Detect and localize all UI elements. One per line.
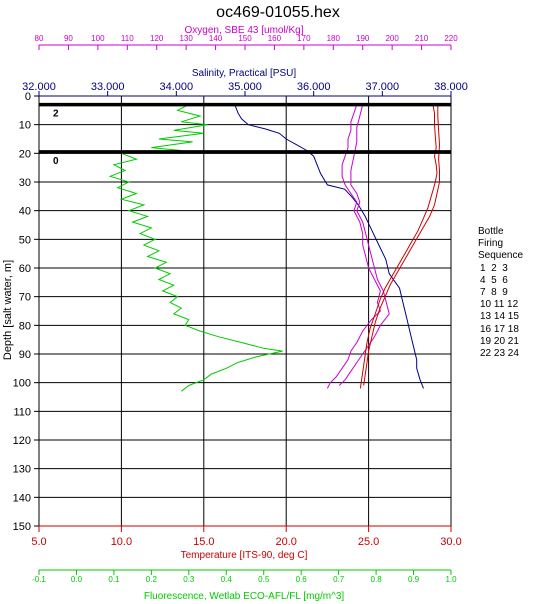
depth-tick-label: 140 [13, 492, 31, 504]
legend-title: Bottle Firing Sequence [478, 226, 523, 263]
oxygen-tick-label: 140 [209, 34, 223, 43]
oxygen-tick-label: 190 [356, 34, 370, 43]
temperature-tick-label: 5.0 [31, 536, 46, 548]
oxygen-profile-line [326, 104, 381, 389]
oxygen-tick-label: 90 [64, 34, 73, 43]
legend-bottle-row: 16 17 18 [480, 323, 519, 335]
oxygen-tick-label: 210 [415, 34, 429, 43]
fluorescence-tick-label: 0.7 [333, 575, 345, 584]
temperature-tick-label: 25.0 [358, 536, 379, 548]
oxygen-tick-label: 110 [121, 34, 134, 43]
oxygen-profile-line [338, 104, 390, 386]
oxygen-tick-label: 200 [385, 34, 399, 43]
temperature-tick-label: 10.0 [111, 536, 132, 548]
depth-tick-label: 50 [19, 234, 31, 246]
oxygen-axis-label: Oxygen, SBE 43 [umol/Kg] [185, 25, 304, 36]
fluorescence-tick-label: 0.8 [371, 575, 383, 584]
oxygen-tick-label: 80 [35, 34, 44, 43]
depth-tick-label: 80 [19, 320, 31, 332]
depth-axis-label: Depth [salt water, m] [2, 260, 14, 360]
depth-tick-label: 70 [19, 292, 31, 304]
depth-tick-label: 150 [13, 521, 31, 533]
temperature-tick-label: 30.0 [440, 536, 461, 548]
legend-title-line: Firing [478, 238, 504, 250]
bottle-firing-marker-label: 0 [53, 156, 59, 167]
fluorescence-tick-label: 0.5 [258, 575, 270, 584]
fluorescence-tick-label: 0.9 [408, 575, 420, 584]
temperature-profile-line [359, 104, 438, 389]
series-layer [108, 104, 441, 392]
oxygen-tick-label: 180 [327, 34, 341, 43]
fluorescence-tick-label: -0.1 [32, 575, 46, 584]
salinity-tick-label: 37.000 [366, 81, 400, 93]
depth-tick-label: 20 [19, 148, 31, 160]
oxygen-tick-label: 100 [91, 34, 105, 43]
fluorescence-tick-label: 1.0 [445, 575, 457, 584]
oxygen-tick-label: 130 [179, 34, 193, 43]
temperature-tick-label: 15.0 [193, 536, 214, 548]
fluorescence-tick-label: 0.4 [221, 575, 233, 584]
legend-bottle-row: 4 5 6 [480, 274, 508, 286]
fluorescence-tick-label: 0.2 [146, 575, 158, 584]
salinity-tick-label: 35.000 [228, 81, 262, 93]
depth-tick-label: 120 [13, 435, 31, 447]
oxygen-tick-label: 220 [444, 34, 458, 43]
depth-tick-label: 30 [19, 177, 31, 189]
legend-bottle-row: 10 11 12 [480, 299, 519, 311]
temperature-tick-label: 20.0 [275, 536, 296, 548]
depth-tick-label: 110 [13, 406, 31, 418]
salinity-tick-label: 34.000 [160, 81, 194, 93]
fluorescence-axis-label: Fluorescence, Wetlab ECO-AFL/FL [mg/m^3] [144, 591, 345, 602]
salinity-tick-label: 32.000 [22, 81, 56, 93]
oxygen-tick-label: 160 [268, 34, 282, 43]
legend-bottle-row: 7 8 9 [480, 287, 508, 299]
legend-bottle-row: 1 2 3 [480, 262, 508, 274]
depth-tick-label: 10 [19, 120, 31, 132]
legend-bottle-row: 22 23 24 [480, 348, 519, 360]
depth-tick-label: 90 [19, 349, 31, 361]
depth-tick-label: 40 [19, 206, 31, 218]
fluorescence-tick-label: 0.0 [71, 575, 83, 584]
salinity-tick-label: 38.000 [434, 81, 468, 93]
oxygen-tick-label: 150 [238, 34, 252, 43]
plot-frame [38, 95, 452, 527]
temperature-profile-line [363, 104, 441, 386]
legend-bottle-row: 13 14 15 [480, 311, 519, 323]
fluorescence-tick-label: 0.6 [296, 575, 308, 584]
temperature-axis-label: Temperature [ITS-90, deg C] [181, 550, 308, 561]
legend-title-line: Bottle [478, 226, 504, 237]
bottle-layer: 20 [39, 102, 451, 167]
legend-title-line: Sequence [478, 250, 524, 262]
depth-tick-label: 60 [19, 263, 31, 275]
oxygen-tick-label: 170 [297, 34, 311, 43]
fluorescence-tick-label: 0.1 [108, 575, 120, 584]
legend-bottle-row: 19 20 21 [480, 335, 519, 347]
depth-tick-label: 130 [13, 464, 31, 476]
chart-title: oc469-01055.hex [216, 4, 340, 21]
grid-layer [38, 95, 452, 527]
fluorescence-tick-label: 0.3 [183, 575, 195, 584]
salinity-profile-line [234, 104, 424, 389]
salinity-tick-label: 33.000 [91, 81, 125, 93]
depth-tick-label: 100 [13, 378, 31, 390]
fluorescence-profile-line [108, 104, 283, 392]
depth-tick-label: 0 [25, 91, 31, 103]
salinity-axis-label: Salinity, Practical [PSU] [192, 68, 297, 79]
oxygen-tick-label: 120 [150, 34, 164, 43]
bottle-firing-marker-label: 2 [53, 109, 59, 120]
salinity-tick-label: 36.000 [297, 81, 331, 93]
